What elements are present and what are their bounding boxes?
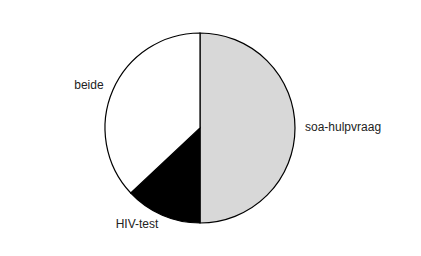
- slice: [200, 33, 295, 223]
- slice-label: beide: [74, 78, 104, 92]
- pie: [105, 33, 295, 223]
- slice-label: soa-hulpvraag: [305, 120, 381, 134]
- chart: soa-hulpvraag HIV-test beide: [0, 0, 421, 256]
- slice: [105, 33, 200, 193]
- labels: soa-hulpvraag HIV-test beide: [74, 78, 381, 230]
- slice-label: HIV-test: [116, 217, 159, 231]
